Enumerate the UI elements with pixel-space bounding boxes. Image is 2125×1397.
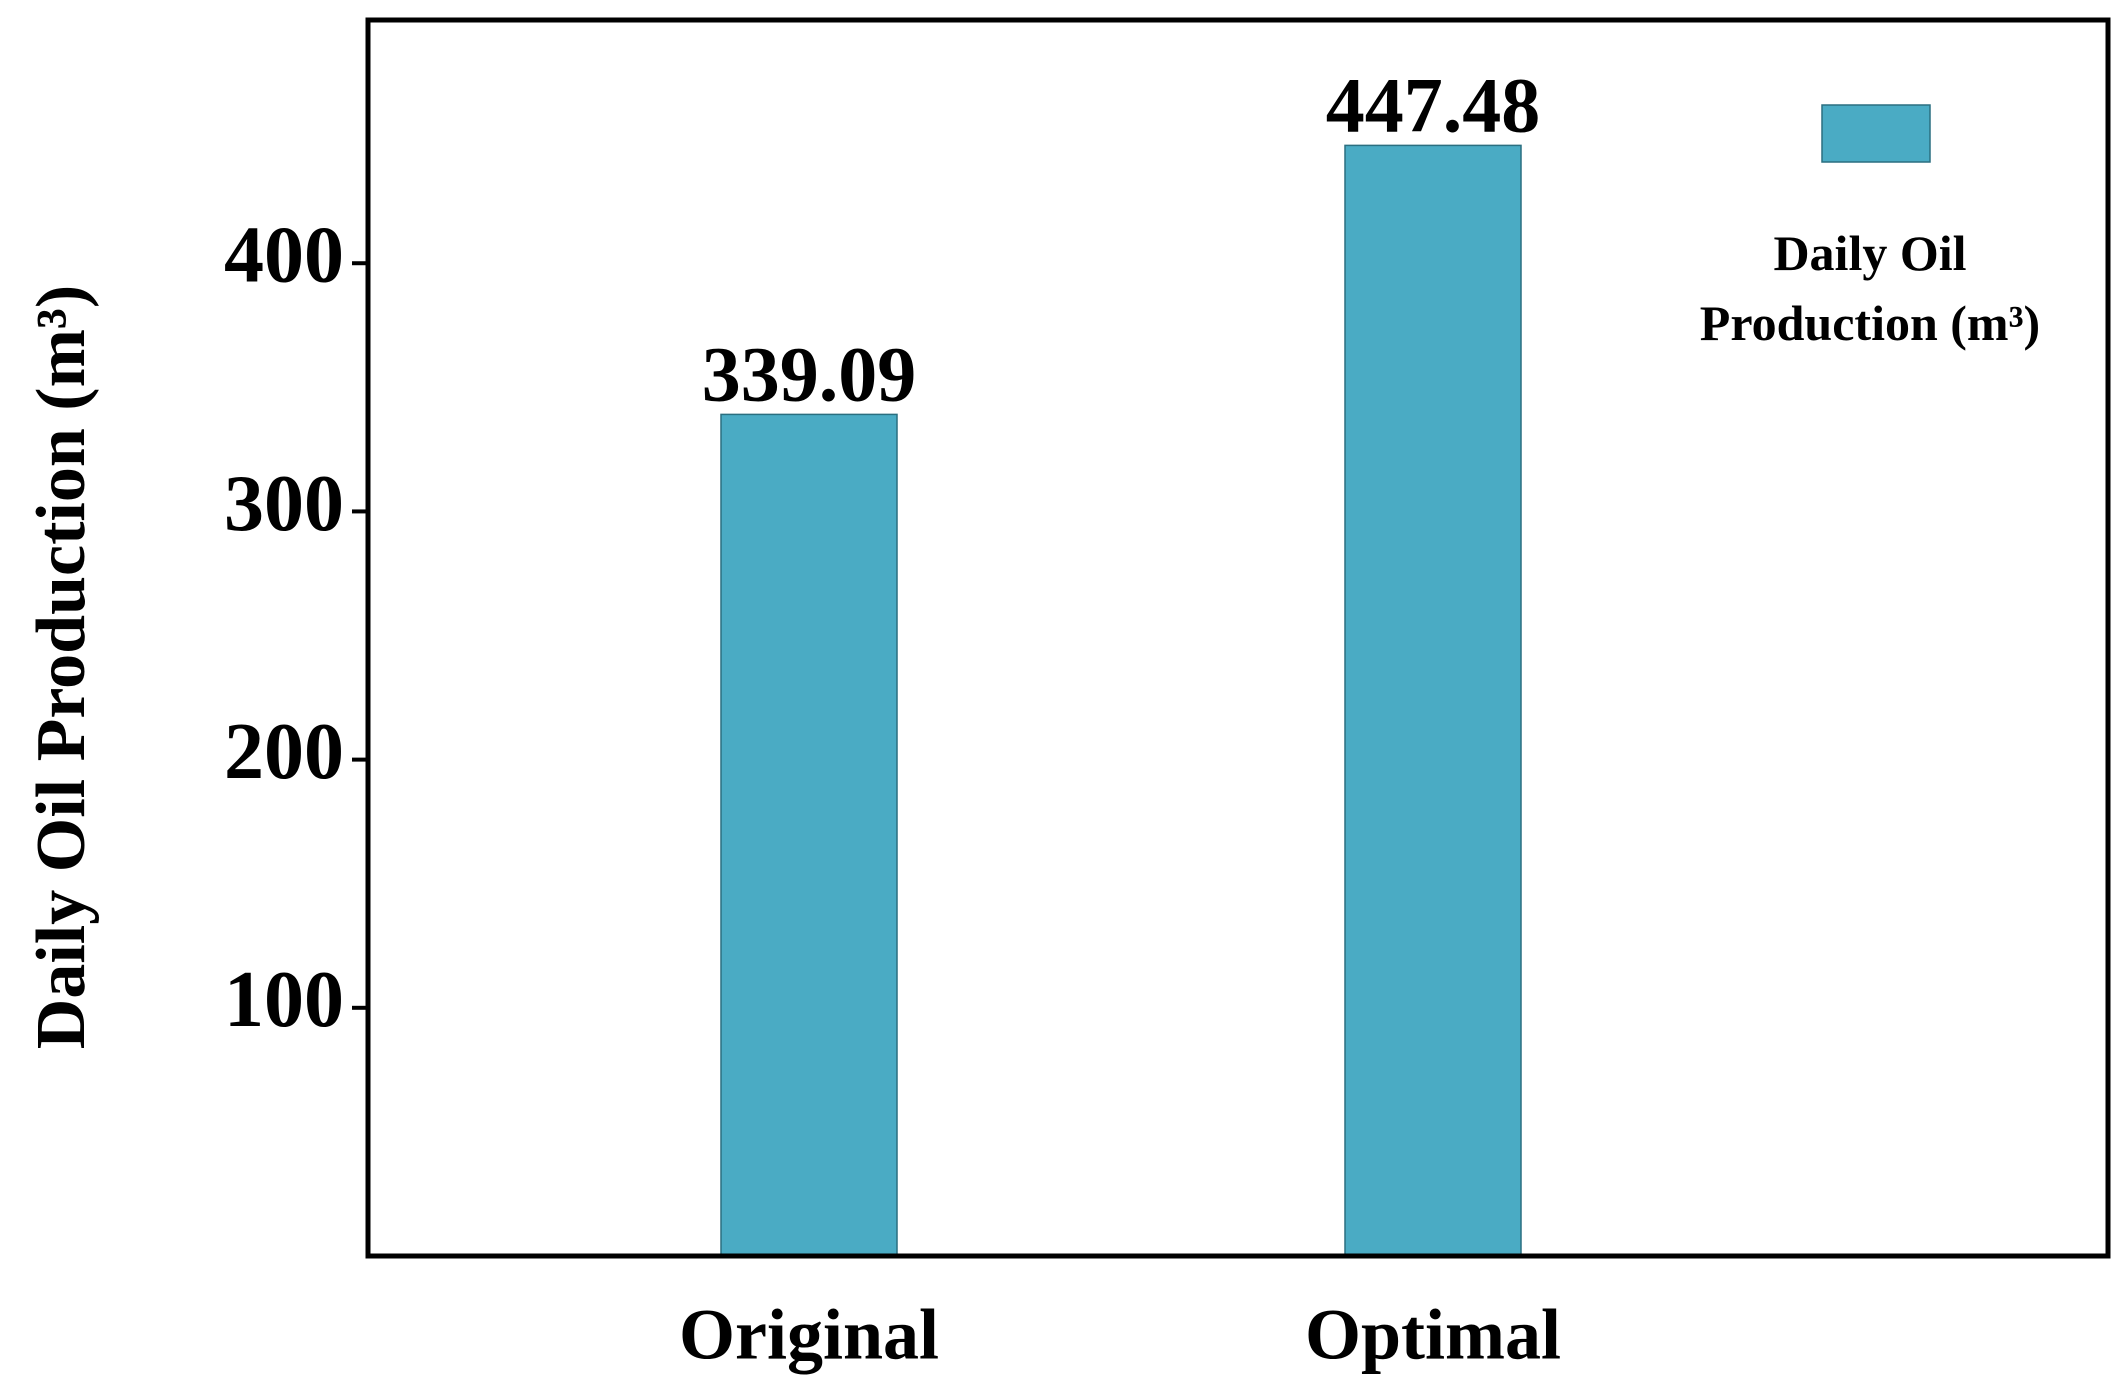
y-tick-label: 100 (224, 956, 344, 1044)
y-tick-label: 400 (224, 212, 344, 300)
plot-frame (365, 17, 2111, 1259)
x-tick-label: Original (679, 1295, 939, 1375)
y-tick-label: 300 (224, 460, 344, 548)
x-tick-label: Optimal (1305, 1295, 1561, 1375)
legend-swatch (1821, 104, 1931, 163)
y-axis-title: Daily Oil Production (m³) (23, 285, 100, 1049)
value-label: 339.09 (702, 330, 917, 417)
bar (1344, 144, 1522, 1257)
y-tick-label: 200 (224, 708, 344, 796)
legend-label: Daily Oil Production (m³) (1699, 225, 2041, 351)
bar (720, 413, 898, 1257)
value-label: 447.48 (1326, 61, 1541, 148)
